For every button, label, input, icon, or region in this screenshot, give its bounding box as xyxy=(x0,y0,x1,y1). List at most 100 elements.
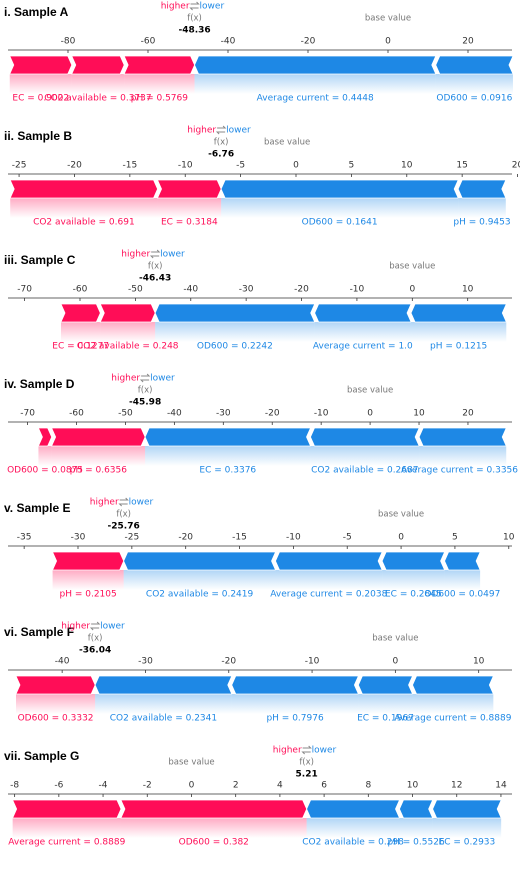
feature-label: Average current = 0.8889 xyxy=(8,838,125,848)
shade xyxy=(435,74,513,94)
force-segment xyxy=(9,179,158,199)
shade xyxy=(419,446,507,466)
x-tick-label: -10 xyxy=(305,657,320,667)
x-tick-label: -30 xyxy=(138,657,153,667)
feature-label: OD600 = 0.3332 xyxy=(18,714,94,724)
force-segment xyxy=(314,303,412,323)
x-tick-label: 10 xyxy=(407,781,419,791)
panel-title: vii. Sample G xyxy=(4,749,79,763)
fx-label: f(x) xyxy=(187,14,202,24)
fx-label: f(x) xyxy=(214,138,229,148)
feature-label: OD600 = 0.1641 xyxy=(302,218,378,228)
feature-label: Average current = 0.2038 xyxy=(270,590,387,600)
force-segment xyxy=(306,799,401,819)
x-tick-label: 0 xyxy=(398,533,404,543)
shade xyxy=(145,446,311,466)
x-tick-label: 0 xyxy=(393,657,399,667)
feature-label: OD600 = 0.382 xyxy=(179,838,249,848)
force-segment xyxy=(71,55,125,75)
base-value-label: base value xyxy=(378,510,424,520)
shade xyxy=(221,198,459,218)
panel-title: ii. Sample B xyxy=(4,129,72,143)
lower-label: lower xyxy=(160,250,185,260)
base-value-label: base value xyxy=(365,14,411,24)
force-segment xyxy=(51,427,146,447)
shade xyxy=(155,322,315,342)
force-segment xyxy=(444,551,481,571)
shade xyxy=(412,694,494,714)
shade xyxy=(310,446,420,466)
force-segment xyxy=(9,55,73,75)
feature-label: pH = 0.1215 xyxy=(430,342,487,352)
x-tick-label: 10 xyxy=(401,161,413,171)
fx-value: -25.76 xyxy=(108,522,140,532)
x-tick-label: -10 xyxy=(178,161,193,171)
force-segment xyxy=(194,55,437,75)
shade xyxy=(120,818,307,838)
higher-label: higher xyxy=(161,2,190,12)
force-segment xyxy=(123,551,277,571)
force-segment xyxy=(37,427,53,447)
force-segment xyxy=(144,427,312,447)
direction-arrows xyxy=(301,745,312,755)
x-tick-label: -60 xyxy=(73,285,88,295)
x-tick-label: -10 xyxy=(350,285,365,295)
force-segment xyxy=(154,303,316,323)
x-tick-label: -5 xyxy=(236,161,245,171)
x-tick-label: -2 xyxy=(143,781,152,791)
shade xyxy=(95,694,232,714)
lower-label: lower xyxy=(226,126,251,136)
x-tick-label: -20 xyxy=(221,657,236,667)
x-tick-label: -20 xyxy=(301,37,316,47)
direction-arrows xyxy=(89,621,101,631)
base-value-label: base value xyxy=(389,262,435,272)
shade xyxy=(51,446,146,466)
x-tick-label: -10 xyxy=(314,409,329,419)
fx-label: f(x) xyxy=(148,262,163,272)
feature-label: pH = 0.9453 xyxy=(453,218,510,228)
x-tick-label: -15 xyxy=(232,533,247,543)
panel-title: iii. Sample C xyxy=(4,253,76,267)
force-segment xyxy=(399,799,434,819)
fx-label: f(x) xyxy=(299,758,314,768)
x-tick-label: 0 xyxy=(293,161,299,171)
force-segment xyxy=(156,179,222,199)
shade xyxy=(9,74,72,94)
x-tick-label: -25 xyxy=(12,161,27,171)
feature-label: pH = 0.7976 xyxy=(266,714,324,724)
direction-arrows xyxy=(139,373,151,383)
higher-label: higher xyxy=(273,746,302,756)
x-tick-label: 5 xyxy=(452,533,458,543)
feature-label: CO2 available = 0.2341 xyxy=(110,714,217,724)
force-segment xyxy=(418,427,507,447)
force-segment xyxy=(15,675,96,695)
x-tick-label: 6 xyxy=(321,781,327,791)
x-tick-label: 0 xyxy=(189,781,195,791)
feature-label: pH = 0.2105 xyxy=(60,590,117,600)
feature-label: Average current = 0.8889 xyxy=(394,714,511,724)
panel-title: i. Sample A xyxy=(4,5,69,19)
feature-label: EC = 0.1277 xyxy=(52,342,109,352)
force-segment xyxy=(357,675,414,695)
force-segment xyxy=(12,799,122,819)
x-tick-label: -80 xyxy=(61,37,76,47)
x-tick-label: 20 xyxy=(462,37,474,47)
force-segment xyxy=(310,427,420,447)
shade xyxy=(157,198,222,218)
x-tick-label: -4 xyxy=(99,781,108,791)
x-tick-label: 20 xyxy=(462,409,474,419)
x-tick-label: 10 xyxy=(462,285,474,295)
shade xyxy=(123,570,276,590)
x-tick-label: 15 xyxy=(456,161,467,171)
shade xyxy=(399,818,433,838)
feature-label: EC = 0.2933 xyxy=(439,838,496,848)
force-segment xyxy=(51,551,125,571)
shade xyxy=(15,694,96,714)
x-tick-label: 10 xyxy=(503,533,515,543)
force-segment xyxy=(457,179,507,199)
shade xyxy=(458,198,506,218)
x-tick-label: 0 xyxy=(367,409,373,419)
feature-label: OD600 = 0.0875 xyxy=(7,466,83,476)
higher-label: higher xyxy=(61,622,90,632)
